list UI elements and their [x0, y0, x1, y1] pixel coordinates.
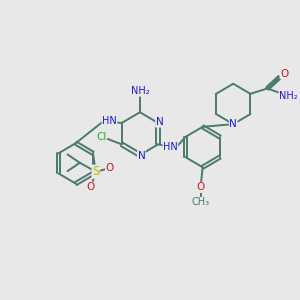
Text: HN: HN	[102, 116, 117, 126]
Text: NH₂: NH₂	[131, 86, 150, 96]
Text: O: O	[196, 182, 205, 193]
Text: N: N	[156, 117, 164, 127]
Text: N: N	[230, 119, 237, 129]
Text: N: N	[137, 151, 145, 161]
Text: O: O	[86, 182, 95, 192]
Text: O: O	[106, 163, 114, 173]
Text: Cl: Cl	[96, 132, 106, 142]
Text: NH₂: NH₂	[279, 91, 298, 101]
Text: HN: HN	[163, 142, 178, 152]
Text: S: S	[92, 165, 100, 178]
Text: CH₃: CH₃	[191, 197, 210, 207]
Text: O: O	[280, 69, 288, 79]
